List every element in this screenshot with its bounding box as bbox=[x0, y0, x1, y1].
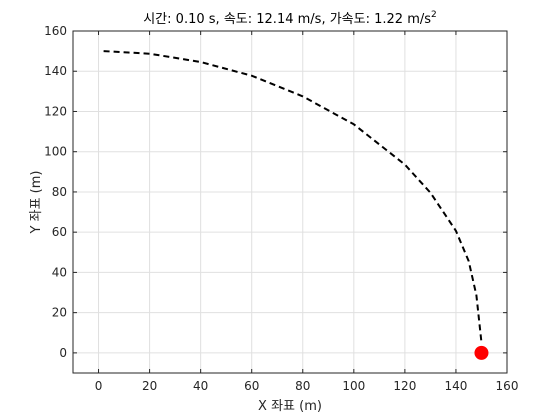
y-tick-label: 60 bbox=[52, 225, 67, 239]
trajectory-line bbox=[103, 50, 483, 343]
title-exponent: 2 bbox=[431, 10, 437, 20]
x-tick-label: 140 bbox=[444, 379, 467, 393]
y-tick-label: 80 bbox=[52, 185, 67, 199]
x-tick-label: 0 bbox=[95, 379, 103, 393]
x-tick-label: 80 bbox=[295, 379, 310, 393]
y-axis-label: Y 좌표 (m) bbox=[29, 171, 44, 235]
y-tick-label: 20 bbox=[52, 306, 67, 320]
x-tick-label: 20 bbox=[142, 379, 157, 393]
plot-frame bbox=[72, 30, 508, 374]
y-tick-label: 140 bbox=[44, 64, 67, 78]
y-tick-label: 40 bbox=[52, 265, 67, 279]
ticks: 0 20 40 60 80 100 120 140 160 0 20 40 60 80 100 120 140 1… bbox=[44, 24, 518, 393]
x-tick-label: 40 bbox=[193, 379, 208, 393]
chart-title: 시간: 0.10 s, 속도: 12.14 m/s, 가속도: 1.22 m/s… bbox=[143, 10, 437, 27]
x-tick-label: 120 bbox=[393, 379, 416, 393]
x-axis-label: X 좌표 (m) bbox=[258, 399, 322, 414]
position-marker bbox=[474, 345, 489, 360]
y-tick-label: 120 bbox=[44, 104, 67, 118]
plot-area bbox=[73, 31, 507, 373]
x-tick-label: 60 bbox=[244, 379, 259, 393]
series-layer bbox=[103, 50, 489, 360]
y-tick-label: 0 bbox=[59, 346, 67, 360]
y-tick-label: 100 bbox=[44, 145, 67, 159]
y-tick-label: 160 bbox=[44, 24, 67, 38]
x-tick-label: 100 bbox=[342, 379, 365, 393]
x-tick-label: 160 bbox=[496, 379, 519, 393]
